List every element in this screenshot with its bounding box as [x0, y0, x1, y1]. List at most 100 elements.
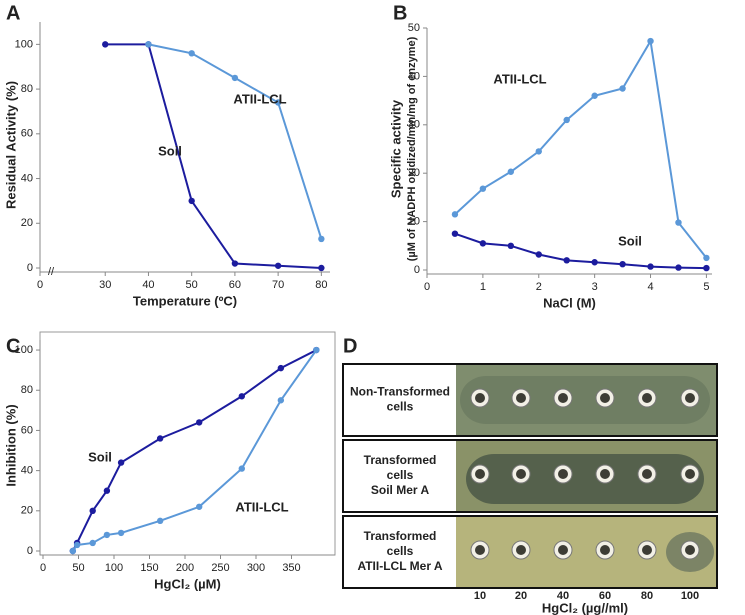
- data-point: [591, 92, 598, 99]
- x-tick-label: 0: [37, 279, 43, 291]
- well-inner: [600, 545, 610, 555]
- data-point: [102, 41, 109, 48]
- data-point: [117, 529, 125, 537]
- well-inner: [642, 393, 652, 403]
- well-inner: [558, 545, 568, 555]
- x-tick-label: 250: [211, 562, 229, 574]
- well-inner: [685, 469, 695, 479]
- y-tick-label: 0: [414, 264, 420, 276]
- data-point: [318, 264, 325, 272]
- x-tick-label: 50: [186, 279, 198, 291]
- row-label: Non-Transformed: [350, 385, 450, 399]
- data-point: [145, 41, 152, 48]
- series-line: [454, 38, 708, 259]
- y-tick-label: 60: [21, 128, 33, 140]
- x-tick-label: 40: [142, 279, 154, 291]
- y-axis-title: Inhibition (%): [3, 404, 18, 486]
- y-tick-label: 60: [21, 424, 33, 436]
- data-point: [647, 263, 654, 270]
- y-tick-label: 40: [21, 465, 33, 477]
- y-tick-label: 30: [408, 119, 420, 131]
- x-tick-label: 2: [536, 281, 542, 293]
- y-tick-label: 40: [21, 172, 33, 184]
- x-axis-title: Temperature (ºC): [133, 293, 237, 308]
- row-label: cells: [387, 544, 414, 558]
- x-tick-label: 0: [424, 281, 430, 293]
- y-tick-label: 80: [21, 384, 33, 396]
- row-label: Soil Mer A: [371, 483, 430, 497]
- data-point: [313, 346, 320, 354]
- y-tick-label: 20: [21, 505, 33, 517]
- row-label: cells: [387, 400, 414, 414]
- data-point: [619, 85, 626, 92]
- concentration-label: 100: [681, 590, 699, 602]
- concentration-label: 20: [515, 590, 527, 602]
- well-inner: [600, 469, 610, 479]
- x-tick-label: 300: [247, 562, 265, 574]
- series-label: Soil: [88, 449, 112, 464]
- y-tick-label: 80: [21, 83, 33, 95]
- y-tick-label: 100: [15, 38, 33, 50]
- axis-break: //: [48, 266, 55, 278]
- data-point: [703, 264, 710, 272]
- data-point: [89, 507, 96, 515]
- concentration-label: 60: [599, 590, 611, 602]
- well-inner: [516, 545, 526, 555]
- series-line: [72, 349, 318, 552]
- data-point: [103, 487, 111, 494]
- data-point: [591, 259, 598, 266]
- data-point: [563, 257, 570, 264]
- y-tick-label: 40: [408, 70, 420, 82]
- x-axis-title: HgCl₂ (µM): [154, 576, 221, 591]
- y-tick-label: 0: [27, 545, 33, 557]
- plot-frame: [39, 331, 336, 556]
- data-point: [69, 547, 77, 555]
- x-tick-label: 70: [272, 279, 284, 291]
- data-point: [117, 459, 125, 466]
- well-inner: [642, 469, 652, 479]
- y-tick-label: 10: [408, 216, 420, 228]
- data-point: [73, 541, 81, 549]
- series-line: [454, 232, 707, 270]
- data-point: [196, 503, 203, 510]
- y-axis-title: Specific activity: [388, 99, 403, 198]
- data-point: [563, 116, 570, 124]
- data-point: [507, 168, 515, 175]
- x-tick-label: 3: [592, 281, 598, 293]
- well-inner: [600, 393, 610, 403]
- data-point: [535, 148, 542, 155]
- x-tick-label: 0: [40, 562, 46, 574]
- row-label: cells: [387, 468, 414, 482]
- x-tick-label: 80: [315, 279, 327, 291]
- series-line: [105, 43, 322, 269]
- series-label: ATII-LCL: [235, 499, 288, 514]
- data-point: [238, 393, 245, 400]
- data-point: [647, 37, 654, 45]
- data-point: [318, 235, 325, 243]
- halo: [466, 454, 704, 504]
- well-inner: [685, 545, 695, 555]
- panel-label: B: [393, 2, 407, 24]
- row-label: ATII-LCL Mer A: [357, 559, 442, 573]
- data-point: [274, 99, 282, 106]
- x-tick-label: 150: [140, 562, 158, 574]
- well-inner: [558, 469, 568, 479]
- data-point: [479, 185, 487, 192]
- data-point: [274, 262, 282, 269]
- panel-label: C: [6, 335, 20, 357]
- well-inner: [642, 545, 652, 555]
- data-point: [89, 539, 96, 547]
- data-point: [231, 74, 239, 82]
- x-tick-label: 60: [229, 279, 241, 291]
- well-inner: [475, 469, 485, 479]
- series-label: Soil: [618, 233, 642, 248]
- data-point: [703, 254, 710, 262]
- well-inner: [685, 393, 695, 403]
- concentration-label: 40: [557, 590, 569, 602]
- data-point: [507, 242, 515, 249]
- panel-label: D: [343, 335, 357, 357]
- data-point: [479, 240, 487, 247]
- series-label: Soil: [158, 143, 182, 158]
- concentration-label: 10: [474, 590, 486, 602]
- data-point: [196, 419, 203, 426]
